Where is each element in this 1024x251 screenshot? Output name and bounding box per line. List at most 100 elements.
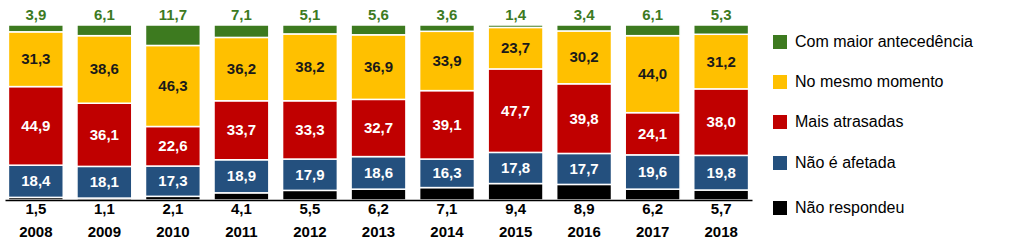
x-tick: 2009 [88,223,121,240]
data-label: 1,1 [94,200,115,217]
bar-segment [694,190,749,200]
data-label: 23,7 [501,39,530,56]
x-tick-label: 2018 [704,223,737,240]
bar-segment [420,188,475,200]
data-label: 6,2 [642,200,663,217]
data-label: 8,9 [574,200,595,217]
bar-segment [145,166,200,196]
data-label: 18,9 [227,167,256,184]
x-tick: 2016 [567,223,600,240]
bar-segment [351,25,406,35]
bar-segment [283,25,338,34]
bar-segment [420,31,475,90]
bar-segment [625,113,680,155]
data-label: 4,1 [231,200,252,217]
x-tick: 2017 [636,223,669,240]
data-label: 33,7 [227,121,256,138]
chart: 1,51,12,14,15,56,27,19,48,96,25,718,418,… [0,0,1024,251]
data-label: 32,7 [364,119,393,136]
bar-segment [145,127,200,167]
bar-segment [214,193,269,200]
data-label: 44,0 [638,65,667,82]
legend-swatch [773,35,787,49]
data-label: 3,4 [574,6,596,23]
data-label: 38,6 [90,60,119,77]
data-label: 3,9 [25,6,46,23]
x-axis: 2008200920102011201220132014201520162017… [6,201,753,240]
data-label: 11,7 [159,6,187,23]
data-label: 31,2 [707,53,736,70]
x-tick-label: 2017 [636,223,669,240]
data-label: 44,9 [21,117,50,134]
bar-segment [214,25,269,37]
data-label: 7,1 [437,200,458,217]
bar-segment [488,69,543,152]
x-tick: 2018 [704,223,737,240]
legend-label: Não respondeu [795,199,904,216]
bar-segment [77,166,132,198]
bar-segment [694,89,749,156]
x-tick-label: 2014 [430,223,464,240]
bars [8,25,748,200]
legend-swatch [773,115,787,129]
x-tick: 2015 [499,223,532,240]
bar-segment [557,153,612,184]
bar-segment [488,25,543,27]
data-label: 18,6 [364,164,393,181]
bar-segment [283,34,338,101]
bar-segment [351,99,406,156]
data-label: 36,9 [364,58,393,75]
legend-label: Com maior antecedência [795,33,973,50]
bar-segment [420,159,475,188]
x-tick: 2010 [156,223,189,240]
data-label: 19,8 [707,164,736,181]
bar-segment [214,101,269,160]
data-label: 19,6 [638,163,667,180]
data-label: 1,4 [505,6,527,23]
data-label: 5,5 [300,200,321,217]
data-label: 31,3 [21,50,50,67]
bar-segment [214,160,269,193]
bar-segment [283,190,338,200]
legend-label: No mesmo momento [795,73,944,90]
x-tick: 2012 [293,223,326,240]
legend-swatch [773,201,787,215]
data-label: 16,3 [432,164,461,181]
data-label: 6,1 [642,6,663,23]
legend-swatch [773,75,787,89]
data-label: 46,3 [158,77,187,94]
bar-segment [77,103,132,166]
bar-segment [420,25,475,31]
bar-segment [8,87,63,166]
bar-segment [8,32,63,87]
data-label: 17,3 [158,172,187,189]
x-axis-line [6,200,753,202]
data-label: 36,2 [227,60,256,77]
bar-segment [8,165,63,197]
data-labels: 1,51,12,14,15,56,27,19,48,96,25,718,418,… [21,6,736,217]
bar-segment [77,36,132,104]
data-label: 7,1 [231,6,252,23]
legend-swatch [773,156,787,170]
data-label: 38,2 [295,58,324,75]
data-label: 36,1 [90,126,119,143]
legend-label: Mais atrasadas [795,113,904,130]
legend-label: Não é afetada [795,154,896,171]
bar-segment [625,36,680,113]
bar-segment [694,25,749,34]
bar-segment [145,45,200,126]
bar-segment [694,34,749,89]
data-label: 6,2 [368,200,389,217]
data-label: 6,1 [94,6,115,23]
bar-segment [8,25,63,32]
bar-segment [625,25,680,36]
x-tick-label: 2015 [499,223,532,240]
bar-segment [557,25,612,31]
legend: Com maior antecedência No mesmo momento Ma… [773,33,973,216]
bar-segment [351,189,406,200]
x-tick-label: 2012 [293,223,326,240]
data-label: 9,4 [505,200,527,217]
data-label: 5,1 [300,6,321,23]
data-label: 33,3 [295,121,324,138]
data-label: 39,8 [569,110,598,127]
